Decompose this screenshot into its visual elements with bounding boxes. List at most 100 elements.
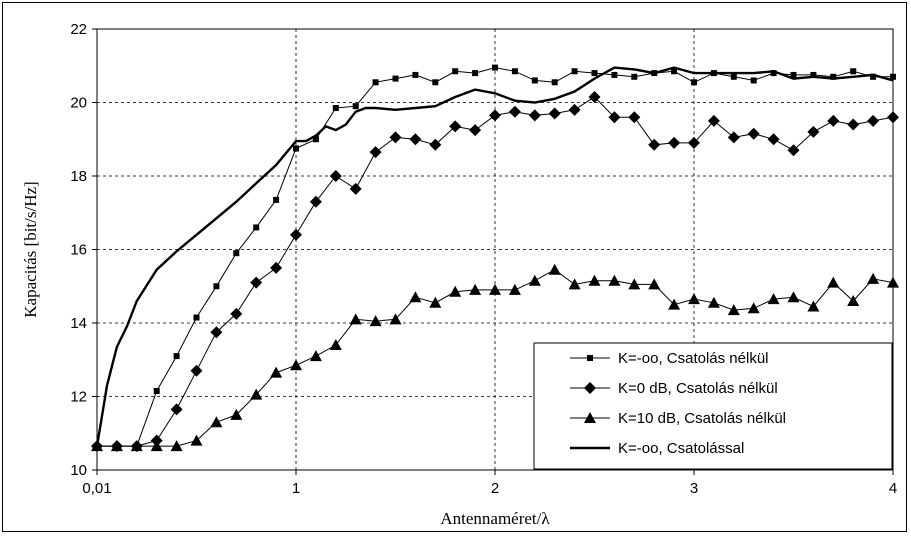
data-point bbox=[329, 170, 342, 182]
data-point bbox=[671, 68, 678, 75]
data-point bbox=[870, 73, 877, 80]
data-point bbox=[290, 228, 302, 241]
data-point bbox=[332, 105, 339, 112]
data-point bbox=[130, 440, 143, 452]
data-point bbox=[807, 125, 820, 138]
legend-label: K=-oo, Csatolással bbox=[618, 440, 744, 457]
data-point bbox=[150, 440, 163, 452]
data-point bbox=[312, 136, 319, 143]
data-point bbox=[349, 313, 362, 325]
data-point bbox=[568, 103, 581, 116]
data-point bbox=[489, 109, 501, 122]
data-point bbox=[628, 111, 641, 124]
data-point bbox=[847, 294, 860, 306]
data-point bbox=[270, 261, 283, 274]
x-tick-label: 0,01 bbox=[82, 480, 111, 497]
data-point bbox=[449, 120, 462, 133]
legend-entry: K=10 dB, Csatolás nélkül bbox=[570, 410, 786, 427]
data-point bbox=[190, 434, 203, 446]
data-point bbox=[369, 315, 382, 327]
data-point bbox=[469, 283, 482, 295]
y-tick-label: 10 bbox=[70, 462, 87, 479]
y-tick-label: 14 bbox=[70, 315, 87, 332]
legend-label: K=-oo, Csatolás nélkül bbox=[618, 350, 769, 367]
data-point bbox=[727, 304, 740, 316]
data-point bbox=[449, 285, 462, 297]
data-point bbox=[747, 302, 760, 314]
data-point bbox=[631, 73, 638, 80]
data-point bbox=[250, 276, 263, 289]
series-group bbox=[91, 64, 899, 453]
data-point bbox=[429, 138, 442, 151]
data-point bbox=[887, 111, 899, 124]
y-tick-label: 20 bbox=[70, 95, 87, 112]
data-point bbox=[432, 79, 439, 86]
data-point bbox=[648, 278, 661, 290]
y-tick-label: 12 bbox=[70, 389, 87, 406]
series-2 bbox=[91, 263, 899, 452]
data-point bbox=[210, 326, 223, 339]
series-3 bbox=[95, 66, 894, 447]
data-point bbox=[309, 350, 322, 362]
data-point bbox=[173, 353, 180, 360]
y-axis-title: Kapacitás [bit/s/Hz] bbox=[21, 181, 40, 317]
y-tick-label: 18 bbox=[70, 168, 87, 185]
x-axis-title: Antennaméret/λ bbox=[440, 509, 550, 528]
data-point bbox=[389, 131, 402, 144]
data-point bbox=[591, 70, 598, 77]
data-point bbox=[511, 68, 518, 75]
data-point bbox=[767, 133, 780, 146]
data-point bbox=[429, 296, 442, 308]
data-point bbox=[472, 70, 479, 77]
data-point bbox=[193, 314, 200, 321]
data-point bbox=[707, 114, 720, 127]
data-point bbox=[867, 272, 880, 284]
data-point bbox=[668, 298, 681, 310]
data-point bbox=[531, 77, 538, 84]
series-1 bbox=[91, 90, 899, 453]
data-point bbox=[372, 79, 379, 86]
data-point bbox=[508, 283, 521, 295]
data-point bbox=[329, 339, 342, 351]
legend-entry: K=0 dB, Csatolás nélkül bbox=[570, 380, 778, 397]
data-point bbox=[770, 70, 777, 77]
data-point bbox=[810, 71, 817, 78]
legend-entry: K=-oo, Csatolás nélkül bbox=[570, 350, 769, 367]
data-point bbox=[210, 416, 223, 428]
data-point bbox=[233, 250, 240, 257]
data-point bbox=[349, 182, 362, 195]
data-point bbox=[369, 146, 382, 159]
data-point bbox=[253, 224, 260, 231]
data-point bbox=[827, 276, 840, 288]
data-point bbox=[787, 144, 800, 157]
data-point bbox=[489, 283, 501, 295]
data-point bbox=[508, 105, 521, 118]
data-point bbox=[750, 77, 757, 84]
x-tick-label: 2 bbox=[491, 480, 499, 497]
data-point bbox=[110, 440, 123, 452]
data-point bbox=[691, 79, 697, 86]
data-point bbox=[409, 291, 422, 303]
data-point bbox=[551, 79, 558, 86]
data-point bbox=[850, 68, 857, 75]
data-point bbox=[568, 278, 581, 290]
data-point bbox=[790, 71, 797, 78]
data-point bbox=[412, 71, 419, 78]
data-point bbox=[190, 364, 203, 377]
data-point bbox=[571, 68, 578, 75]
x-tick-label: 3 bbox=[690, 480, 698, 497]
data-point bbox=[270, 366, 283, 378]
legend-label: K=0 dB, Csatolás nélkül bbox=[618, 380, 778, 397]
data-point bbox=[213, 283, 220, 290]
legend: K=-oo, Csatolás nélkül K=0 dB, Csatolás n… bbox=[533, 342, 893, 470]
data-point bbox=[548, 107, 561, 120]
series-line bbox=[95, 66, 894, 447]
data-point bbox=[730, 73, 737, 80]
data-point bbox=[890, 73, 896, 80]
data-point bbox=[469, 124, 482, 137]
data-point bbox=[807, 300, 820, 312]
data-point bbox=[528, 109, 541, 122]
data-point bbox=[827, 114, 840, 127]
